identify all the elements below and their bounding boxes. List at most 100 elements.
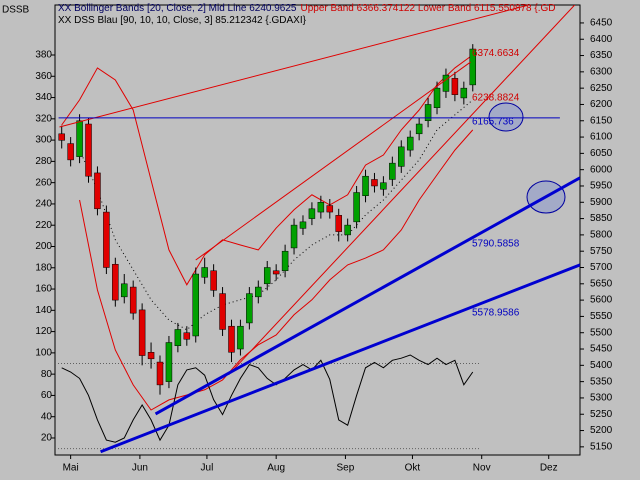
candle-body (183, 332, 191, 340)
x-tick-label: Aug (267, 463, 285, 474)
candle-body (228, 325, 235, 353)
candle-body (290, 224, 298, 249)
candle-body (398, 146, 405, 167)
candle-body (380, 182, 387, 190)
y-tick-label: 5900 (590, 197, 613, 208)
y2-tick-label: 360 (35, 71, 52, 82)
candle-body (406, 136, 414, 151)
candle-body (219, 293, 226, 330)
candle-body (138, 309, 146, 356)
y-tick-label: 6200 (590, 99, 613, 110)
candle-body (237, 325, 244, 350)
y2-tick-label: 100 (35, 348, 52, 359)
candle-body (156, 361, 164, 386)
y2-tick-label: 260 (35, 177, 52, 188)
candle-body (85, 123, 92, 177)
band-line (61, 54, 474, 286)
candle-body (103, 211, 110, 268)
trend-line (100, 263, 580, 454)
y-tick-label: 5500 (590, 327, 613, 338)
y2-tick-label: 140 (35, 305, 52, 316)
y2-tick-label: 280 (35, 156, 52, 167)
candle-body (281, 250, 289, 272)
candle-body (451, 78, 459, 95)
y-tick-label: 6450 (590, 18, 613, 29)
legend-text: Upper Band 6366.374122 Lower Band 6115.5… (301, 3, 556, 14)
x-tick-label: Dez (540, 463, 558, 474)
y2-tick-label: 20 (41, 433, 53, 444)
y2-tick-label: 80 (41, 369, 53, 380)
x-tick-label: Sep (337, 463, 355, 474)
y2-tick-label: 200 (35, 241, 52, 252)
indicator-line (61, 354, 474, 443)
y-tick-label: 5250 (590, 409, 613, 420)
legend-entry: XX DSS Blau [90, 10, 10, Close, 3] 85.21… (58, 15, 307, 26)
y-tick-label: 5400 (590, 360, 613, 371)
candle-body (210, 270, 217, 291)
candle-body (326, 205, 334, 213)
indicator-label: DSSB (2, 5, 30, 16)
band-line (79, 99, 474, 331)
candle-body (389, 162, 396, 180)
y-tick-label: 6350 (590, 50, 613, 61)
candle-body (433, 87, 441, 108)
x-tick-label: Mai (63, 463, 79, 474)
legend-entry: XX Bollinger Bands [20, Close, 2] Mid Li… (58, 3, 556, 14)
y-tick-label: 6300 (590, 66, 613, 77)
candle-body (344, 224, 351, 236)
x-tick-label: Jun (132, 463, 148, 474)
candle-body (263, 267, 271, 285)
candle-body (442, 74, 450, 92)
candle-body (174, 329, 182, 347)
y2-tick-label: 340 (35, 92, 52, 103)
candle-body (424, 104, 432, 122)
x-tick-label: Jul (201, 463, 214, 474)
candle-body (362, 175, 369, 197)
x-tick-label: Okt (405, 463, 421, 474)
price-annotation: 6238.8824 (472, 92, 520, 103)
y-tick-label: 6100 (590, 132, 613, 143)
legend-text: XX Bollinger Bands [20, Close, 2] Mid Li… (58, 3, 297, 14)
candle-body (460, 87, 468, 99)
y-tick-label: 5150 (590, 441, 613, 452)
candle-body (201, 267, 208, 278)
plot-content (55, 5, 580, 454)
y-tick-label: 5450 (590, 344, 613, 355)
candle-body (317, 202, 325, 213)
y-tick-label: 5200 (590, 425, 613, 436)
candle-body (308, 208, 316, 219)
price-annotation: 6374.6634 (472, 48, 520, 59)
candle-body (469, 48, 477, 86)
candle-body (147, 352, 155, 360)
price-annotation: 5790.5858 (472, 239, 520, 250)
y-tick-label: 6150 (590, 115, 613, 126)
candle-body (192, 273, 199, 337)
y2-tick-label: 380 (35, 50, 52, 61)
y-tick-label: 5950 (590, 181, 613, 192)
y-tick-label: 5300 (590, 393, 613, 404)
x-tick-label: Nov (473, 463, 491, 474)
y-tick-label: 6050 (590, 148, 613, 159)
y-tick-label: 5850 (590, 213, 613, 224)
candle-body (58, 133, 65, 141)
candle-body (335, 215, 342, 232)
candle-body (246, 293, 253, 324)
price-annotation: 6165.736 (472, 116, 514, 127)
plot-area (54, 4, 581, 456)
y-tick-label: 5700 (590, 262, 613, 273)
y2-tick-label: 220 (35, 220, 52, 231)
highlight-ellipse (488, 102, 524, 132)
y-tick-label: 5650 (590, 278, 613, 289)
candle-body (112, 263, 119, 301)
y-tick-label: 6250 (590, 83, 613, 94)
trend-line (154, 176, 580, 416)
y-tick-label: 6000 (590, 164, 613, 175)
y2-tick-label: 180 (35, 262, 52, 273)
y2-tick-label: 300 (35, 135, 52, 146)
y-tick-label: 6400 (590, 34, 613, 45)
y-tick-label: 5750 (590, 246, 613, 257)
candle-body (67, 143, 74, 161)
candle-body (371, 179, 378, 187)
candle-body (272, 270, 280, 275)
